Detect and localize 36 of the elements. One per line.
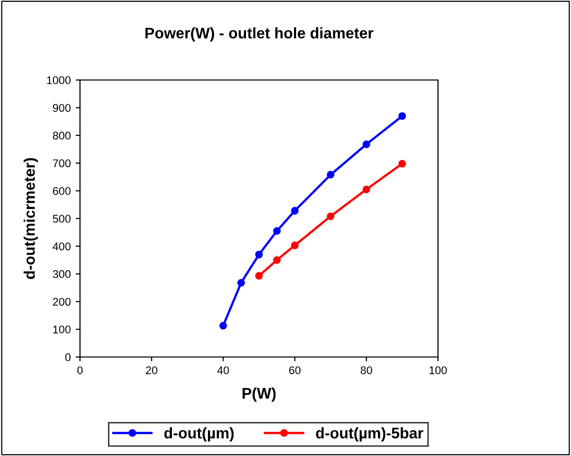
y-tick-label: 400	[52, 242, 71, 250]
y-tick-label: 600	[53, 187, 71, 195]
x-tick-label: 100	[430, 366, 447, 374]
y-tick-label: 1000	[47, 76, 71, 84]
point	[255, 250, 263, 258]
chart-title: Power(W) - outlet hole diameter	[145, 27, 374, 42]
y-tick-label: 100	[53, 326, 71, 334]
y-tick-label: 700	[53, 159, 71, 168]
point	[237, 278, 245, 287]
x-tick-label: 80	[360, 366, 372, 374]
y-axis-title: d-out(micrmeter)	[24, 158, 38, 279]
x-tick-label: 20	[146, 366, 158, 374]
y-tick-label: 300	[52, 270, 71, 278]
x-axis-title: P(W)	[242, 387, 276, 402]
point	[326, 212, 334, 220]
point	[219, 322, 228, 330]
point	[398, 160, 406, 168]
point	[290, 242, 299, 250]
legend-label: d-out(µm)-5bar	[316, 427, 424, 442]
x-tick-label: 60	[289, 366, 301, 374]
y-tick-label: 900	[52, 104, 71, 112]
point	[362, 140, 370, 148]
y-tick-label: 0	[65, 353, 71, 362]
legend-label: d-out(µm)	[164, 427, 234, 442]
x-tick-label: 0	[77, 366, 83, 374]
x-tick-label: 40	[217, 366, 229, 374]
point	[255, 272, 263, 280]
point	[273, 227, 281, 235]
point	[273, 256, 281, 264]
y-tick-label: 800	[52, 132, 71, 140]
point	[326, 170, 334, 179]
y-tick-label: 200	[52, 298, 71, 306]
y-tick-label: 500	[52, 214, 71, 223]
point	[398, 112, 406, 120]
point	[362, 186, 370, 194]
point	[290, 206, 299, 215]
